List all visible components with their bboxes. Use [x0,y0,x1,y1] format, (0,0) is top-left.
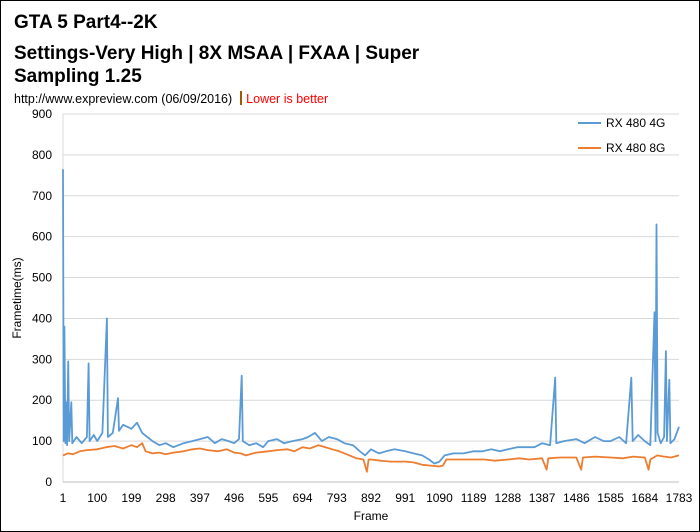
y-tick-label: 0 [45,475,52,489]
source-text: http://www.expreview.com (06/09/2016) [14,92,233,106]
x-tick-label: 991 [395,491,415,505]
x-tick-label: 595 [258,491,278,505]
x-tick-label: 1387 [529,491,556,505]
chart-subtitle: http://www.expreview.com (06/09/2016) Low… [14,91,328,106]
y-tick-label: 300 [32,352,52,366]
y-tick-label: 900 [32,107,52,121]
x-tick-label: 199 [121,491,141,505]
lower-is-better-note: Lower is better [246,92,329,106]
chart-title-line-1: GTA 5 Part4--2K [14,12,158,33]
x-tick-label: 1486 [563,491,590,505]
x-tick-label: 1288 [495,491,522,505]
x-tick-label: 1684 [631,491,658,505]
x-tick-label: 298 [156,491,176,505]
y-tick-label: 700 [32,189,52,203]
x-tick-label: 100 [87,491,107,505]
y-tick-label: 800 [32,148,52,162]
x-tick-label: 1189 [461,491,487,505]
x-tick-label: 1783 [666,491,693,505]
y-tick-label: 400 [32,311,52,325]
series-line-rx-480-8g [62,442,680,473]
y-tick-label: 100 [32,434,52,448]
x-tick-label: 694 [293,491,313,505]
x-tick-label: 1 [60,491,67,505]
y-axis-title: Frametime(ms) [10,257,24,338]
x-tick-label: 793 [327,491,347,505]
y-tick-label: 600 [32,230,52,244]
legend-label: RX 480 8G [606,141,665,155]
x-tick-label: 1090 [426,491,453,505]
chart-title-line-2: Settings-Very High | 8X MSAA | FXAA | Su… [14,43,420,64]
x-tick-label: 892 [361,491,381,505]
x-tick-label: 397 [190,491,210,505]
series-line-rx-480-4g [62,169,680,465]
x-axis-title: Frame [354,509,389,523]
y-tick-label: 200 [32,393,52,407]
x-tick-label: 496 [224,491,244,505]
chart-title-line-3: Sampling 1.25 [14,66,142,87]
separator [240,91,243,105]
x-tick-label: 1585 [597,491,624,505]
legend-label: RX 480 4G [606,116,665,130]
y-tick-label: 500 [32,271,52,285]
